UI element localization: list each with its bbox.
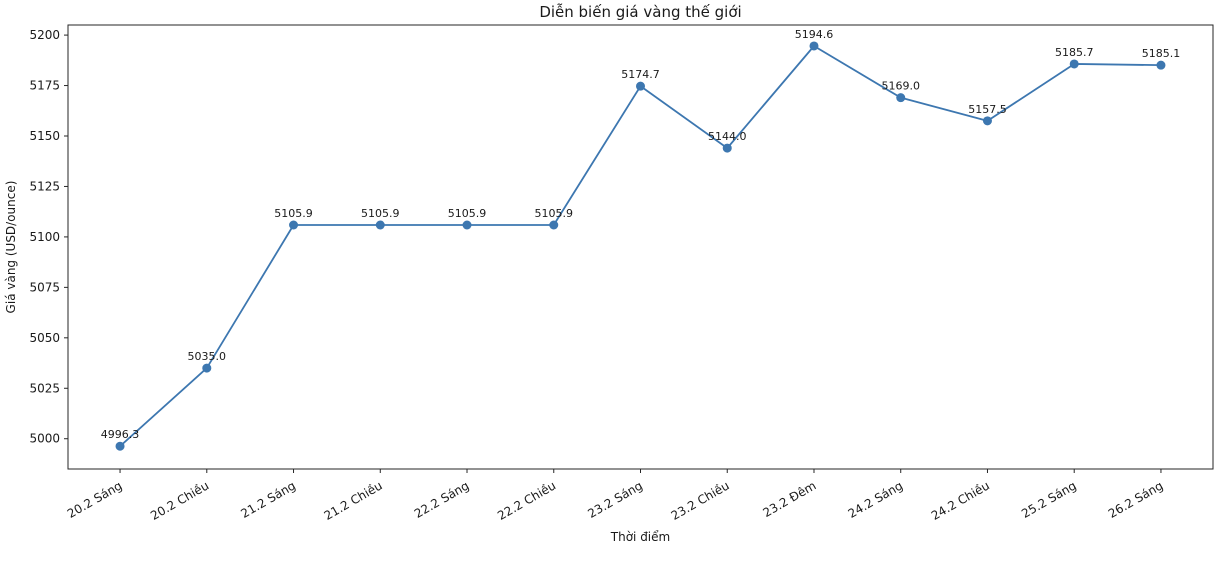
data-point-marker bbox=[636, 81, 645, 91]
data-point-marker bbox=[289, 220, 299, 230]
data-point-marker bbox=[896, 93, 906, 103]
x-tick-label: 22.2 Sáng bbox=[412, 478, 472, 520]
data-point-label: 5144.0 bbox=[708, 130, 747, 143]
data-point-marker bbox=[722, 143, 732, 153]
data-point-marker bbox=[202, 363, 212, 373]
data-point-marker bbox=[1069, 59, 1079, 69]
y-tick-label: 5000 bbox=[29, 432, 60, 446]
data-point-label: 5174.7 bbox=[621, 68, 660, 81]
data-point-marker bbox=[375, 220, 385, 230]
x-tick-label: 22.2 Chiều bbox=[495, 478, 558, 523]
x-tick-label: 24.2 Chiều bbox=[929, 478, 992, 523]
y-tick-label: 5150 bbox=[29, 129, 60, 143]
x-axis-title: Thời điểm bbox=[610, 530, 671, 544]
x-tick-label: 21.2 Chiều bbox=[322, 478, 385, 523]
x-tick-label: 26.2 Sáng bbox=[1106, 478, 1166, 520]
data-point-label: 5185.7 bbox=[1055, 46, 1094, 59]
plot-border bbox=[67, 24, 1214, 470]
y-tick-label: 5100 bbox=[29, 230, 60, 244]
y-tick-label: 5125 bbox=[29, 179, 60, 193]
data-point-marker bbox=[462, 220, 472, 230]
data-point-label: 5194.6 bbox=[795, 28, 834, 41]
x-tick-label: 23.2 Chiều bbox=[669, 478, 732, 523]
y-tick-label: 5025 bbox=[29, 381, 60, 395]
x-tick-label: 24.2 Sáng bbox=[846, 478, 906, 520]
x-tick-label: 20.2 Sáng bbox=[65, 478, 125, 520]
data-point-marker bbox=[1156, 60, 1166, 70]
y-tick-label: 5200 bbox=[29, 28, 60, 42]
y-tick-label: 5075 bbox=[29, 280, 60, 294]
x-tick-label: 25.2 Sáng bbox=[1019, 478, 1079, 520]
x-tick-label: 23.2 Sáng bbox=[585, 478, 645, 520]
data-point-label: 5105.9 bbox=[361, 207, 400, 220]
data-point-label: 5105.9 bbox=[448, 207, 487, 220]
chart-title: Diễn biến giá vàng thế giới bbox=[539, 3, 742, 21]
data-point-label: 5169.0 bbox=[881, 80, 920, 93]
x-tick-label: 20.2 Chiều bbox=[148, 478, 211, 523]
data-point-label: 4996.3 bbox=[101, 428, 140, 441]
data-point-label: 5185.1 bbox=[1142, 47, 1181, 60]
x-tick-label: 23.2 Đêm bbox=[760, 478, 818, 520]
data-point-marker bbox=[982, 116, 992, 126]
data-point-label: 5035.0 bbox=[188, 350, 227, 363]
data-point-marker bbox=[549, 220, 559, 230]
data-point-marker bbox=[809, 41, 819, 51]
data-point-label: 5105.9 bbox=[535, 207, 574, 220]
data-point-label: 5105.9 bbox=[274, 207, 313, 220]
y-tick-label: 5175 bbox=[29, 79, 60, 93]
data-point-label: 5157.5 bbox=[968, 103, 1007, 116]
y-tick-label: 5050 bbox=[29, 331, 60, 345]
x-tick-label: 21.2 Sáng bbox=[238, 478, 298, 520]
data-point-marker bbox=[115, 441, 125, 451]
